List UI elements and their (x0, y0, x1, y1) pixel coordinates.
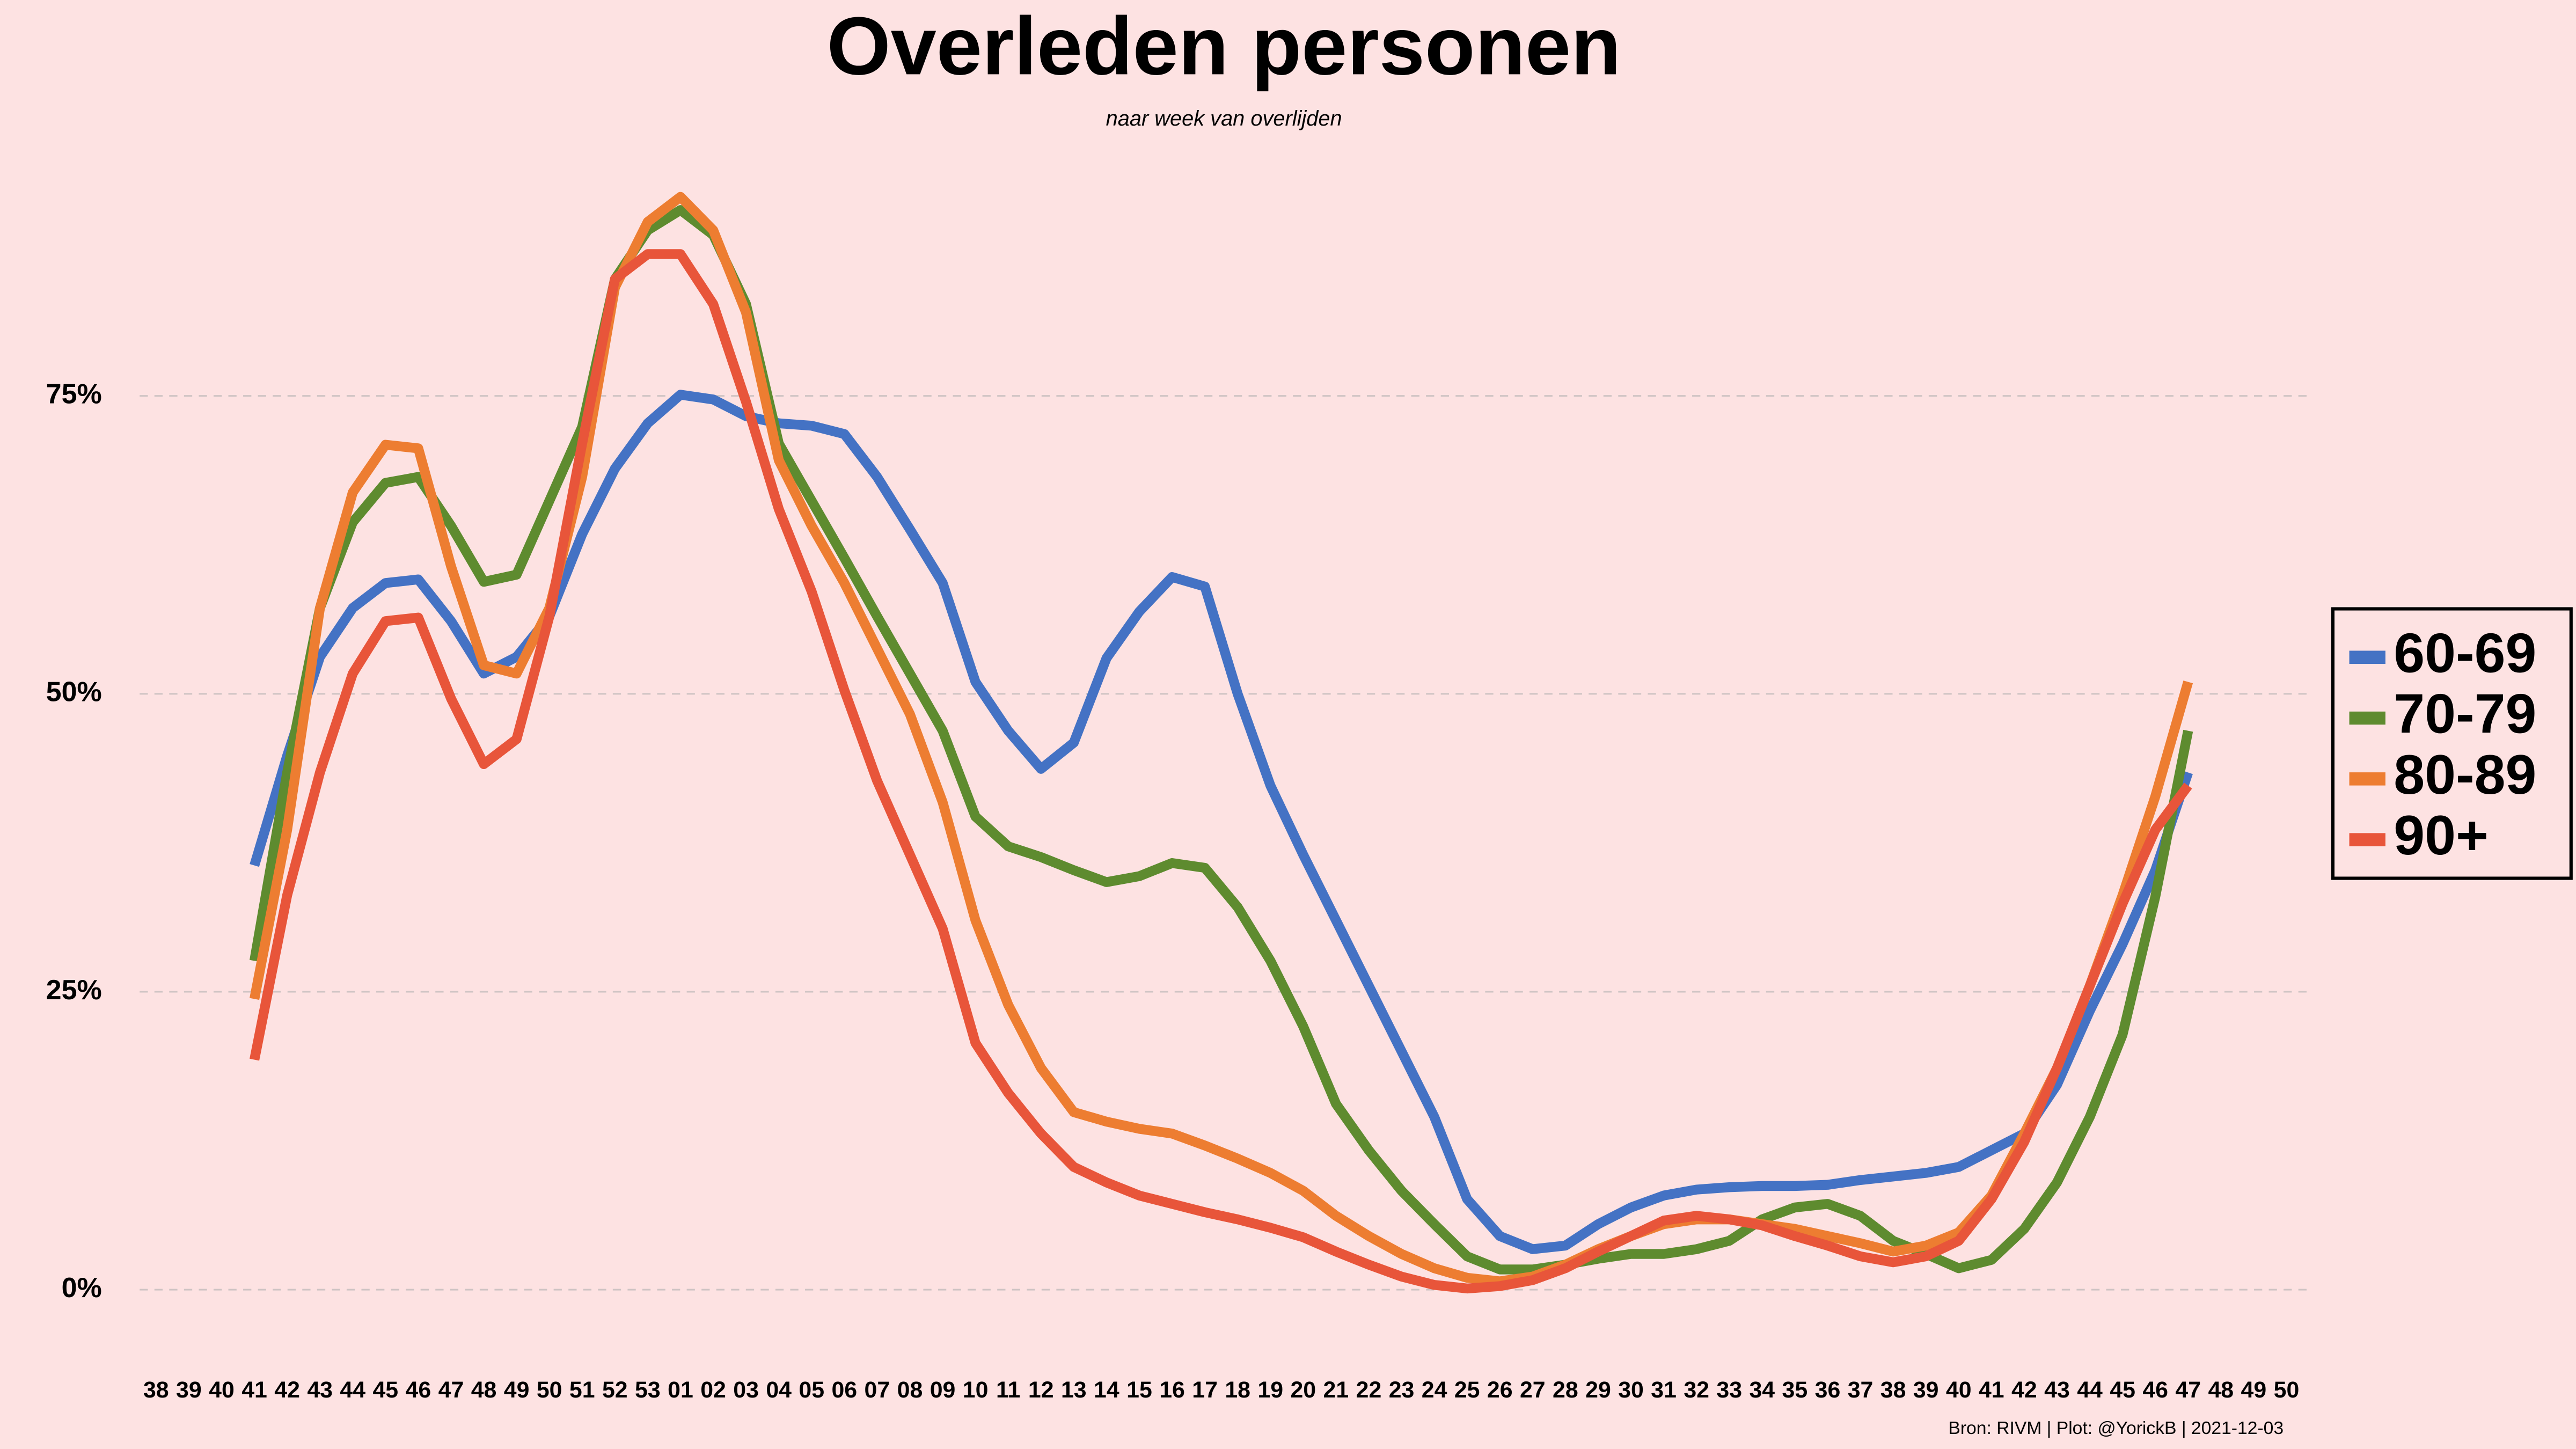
x-tick-label: 52 (602, 1377, 628, 1403)
x-tick-label: 06 (831, 1377, 857, 1403)
x-tick-label: 21 (1323, 1377, 1349, 1403)
x-tick-label: 32 (1684, 1377, 1709, 1403)
y-tick-label: 75% (46, 378, 102, 409)
x-tick-label: 45 (2110, 1377, 2135, 1403)
legend-label: 70-79 (2394, 683, 2536, 745)
x-tick-label: 42 (274, 1377, 300, 1403)
source-note: Bron: RIVM | Plot: @YorickB | 2021-12-03 (1948, 1418, 2284, 1438)
x-tick-label: 18 (1225, 1377, 1250, 1403)
y-tick-label: 25% (46, 975, 102, 1006)
x-tick-label: 01 (668, 1377, 693, 1403)
x-tick-label: 26 (1487, 1377, 1513, 1403)
chart-subtitle: naar week van overlijden (1106, 107, 1342, 130)
x-tick-label: 45 (372, 1377, 398, 1403)
x-tick-label: 33 (1716, 1377, 1742, 1403)
x-tick-label: 47 (2175, 1377, 2201, 1403)
x-tick-label: 29 (1585, 1377, 1611, 1403)
x-tick-label: 51 (569, 1377, 595, 1403)
x-tick-label: 04 (766, 1377, 792, 1403)
x-tick-label: 23 (1389, 1377, 1415, 1403)
x-tick-label: 11 (996, 1377, 1020, 1403)
x-tick-label: 38 (1880, 1377, 1906, 1403)
x-tick-label: 34 (1749, 1377, 1775, 1403)
x-tick-label: 13 (1061, 1377, 1087, 1403)
x-tick-label: 08 (897, 1377, 923, 1403)
x-tick-label: 14 (1094, 1377, 1119, 1403)
x-tick-label: 31 (1651, 1377, 1677, 1403)
x-tick-label: 17 (1192, 1377, 1218, 1403)
x-tick-label: 44 (2077, 1377, 2103, 1403)
x-tick-label: 50 (537, 1377, 562, 1403)
x-tick-label: 49 (504, 1377, 530, 1403)
y-tick-label: 50% (46, 677, 102, 708)
x-tick-label: 03 (733, 1377, 759, 1403)
x-tick-label: 16 (1159, 1377, 1185, 1403)
x-tick-label: 46 (406, 1377, 431, 1403)
x-tick-label: 43 (307, 1377, 333, 1403)
x-tick-label: 28 (1553, 1377, 1578, 1403)
x-tick-label: 15 (1126, 1377, 1152, 1403)
x-tick-label: 07 (865, 1377, 890, 1403)
x-tick-label: 42 (2011, 1377, 2037, 1403)
x-tick-label: 40 (209, 1377, 235, 1403)
y-tick-label: 0% (62, 1272, 102, 1304)
legend-box (2331, 607, 2573, 880)
x-tick-label: 37 (1848, 1377, 1874, 1403)
x-tick-label: 48 (471, 1377, 497, 1403)
series-line (249, 205, 2193, 1275)
x-tick-label: 39 (176, 1377, 202, 1403)
x-tick-label: 41 (241, 1377, 267, 1403)
x-tick-label: 41 (1979, 1377, 2004, 1403)
chart-title: Overleden personen (827, 0, 1621, 92)
x-tick-label: 39 (1913, 1377, 1939, 1403)
x-tick-label: 22 (1356, 1377, 1382, 1403)
x-tick-label: 49 (2241, 1377, 2267, 1403)
x-tick-label: 09 (930, 1377, 956, 1403)
x-tick-label: 25 (1454, 1377, 1480, 1403)
x-tick-label: 43 (2044, 1377, 2070, 1403)
x-tick-label: 19 (1257, 1377, 1283, 1403)
x-tick-label: 40 (1946, 1377, 1972, 1403)
x-tick-label: 20 (1290, 1377, 1316, 1403)
x-tick-label: 36 (1815, 1377, 1841, 1403)
x-tick-label: 50 (2274, 1377, 2300, 1403)
legend-label: 90+ (2394, 804, 2489, 867)
x-tick-label: 35 (1782, 1377, 1808, 1403)
x-tick-label: 30 (1618, 1377, 1644, 1403)
x-tick-label: 53 (635, 1377, 661, 1403)
legend-label: 60-69 (2394, 622, 2536, 684)
x-tick-label: 44 (340, 1377, 365, 1403)
x-tick-label: 12 (1028, 1377, 1054, 1403)
x-tick-label: 27 (1520, 1377, 1546, 1403)
x-tick-label: 05 (799, 1377, 824, 1403)
series-line (250, 249, 2192, 1294)
legend-label: 80-89 (2394, 744, 2536, 806)
x-tick-label: 38 (143, 1377, 169, 1403)
x-tick-label: 02 (700, 1377, 726, 1403)
series-line (250, 390, 2193, 1254)
x-tick-label: 10 (963, 1377, 989, 1403)
x-tick-label: 24 (1422, 1377, 1447, 1403)
x-tick-label: 47 (438, 1377, 464, 1403)
x-tick-label: 46 (2142, 1377, 2168, 1403)
x-tick-label: 48 (2208, 1377, 2234, 1403)
